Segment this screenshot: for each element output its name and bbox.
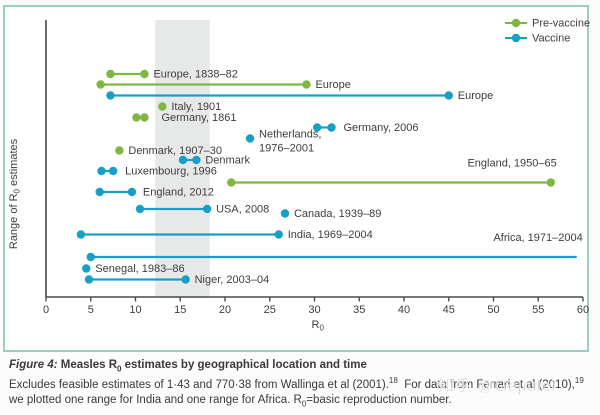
- data-point: [327, 123, 336, 132]
- data-point: [108, 166, 118, 176]
- figure-panel-border: [3, 5, 589, 352]
- legend-marker-dot: [511, 33, 521, 43]
- data-point: [132, 113, 141, 122]
- y-axis-label: Range of R0 estimates: [8, 138, 22, 249]
- x-tick-label: 40: [398, 304, 410, 316]
- figure-caption: Figure 4: Measles R0 estimates by geogra…: [9, 358, 591, 410]
- data-point: [546, 178, 555, 187]
- x-tick-label: 30: [308, 304, 320, 316]
- x-tick-label: 15: [174, 304, 186, 316]
- legend-label-pre: Pre-vaccine: [532, 18, 590, 30]
- x-tick-label: 45: [443, 304, 455, 316]
- series-label: Italy, 1901: [171, 101, 221, 113]
- series-label: Europe: [458, 90, 493, 102]
- series-label: Europe, 1838–82: [153, 69, 237, 81]
- data-point: [140, 113, 149, 122]
- data-point: [96, 80, 105, 89]
- data-point: [302, 80, 311, 89]
- series-label: Denmark, 1907–30: [128, 145, 222, 157]
- legend-label-vac: Vaccine: [532, 33, 570, 45]
- data-point: [192, 155, 201, 165]
- data-point: [127, 187, 137, 197]
- x-tick-label: 25: [264, 304, 276, 316]
- figure-caption-title: Figure 4: Measles R0 estimates by geogra…: [9, 359, 367, 374]
- data-point: [245, 134, 255, 143]
- data-point: [444, 91, 453, 100]
- x-tick-label: 55: [532, 304, 544, 316]
- x-tick-label: 60: [577, 304, 589, 316]
- series-label: Africa, 1971–2004: [493, 232, 582, 244]
- data-point: [312, 123, 322, 132]
- data-point: [140, 69, 149, 79]
- series-label: Senegal, 1983–86: [95, 263, 184, 275]
- x-tick-label: 50: [487, 304, 499, 316]
- series-label: Germany, 2006: [344, 122, 419, 134]
- data-point: [158, 102, 167, 111]
- series-label: USA, 2008: [216, 204, 269, 216]
- data-point: [97, 166, 106, 176]
- series-label: Niger, 2003–04: [195, 274, 270, 286]
- data-point: [178, 155, 188, 165]
- data-point: [280, 209, 290, 218]
- data-point: [106, 69, 115, 79]
- figure-number: Figure 4:: [9, 359, 58, 371]
- legend-marker-dot: [511, 18, 521, 28]
- series-label: Canada, 1939–89: [294, 208, 381, 220]
- series-label: England, 1950–65: [467, 158, 556, 170]
- x-tick-label: 35: [353, 304, 365, 316]
- data-point: [202, 204, 212, 214]
- dot-range-chart: 0 5 10 15 20 25 30 35 40 45 50 55 60 R0 Range of R0 es…: [8, 18, 590, 333]
- data-point: [274, 230, 283, 239]
- data-point: [86, 252, 95, 262]
- data-point: [181, 275, 190, 284]
- x-tick-label: 10: [129, 304, 141, 316]
- series-label: Europe: [315, 79, 350, 91]
- data-point: [106, 91, 115, 100]
- series-label: Luxembourg, 1996: [125, 166, 217, 178]
- series-label: Denmark: [205, 155, 250, 167]
- x-tick-label: 5: [88, 304, 94, 316]
- x-tick-label: 20: [219, 304, 231, 316]
- data-point: [95, 187, 104, 197]
- series-label: England, 2012: [143, 187, 214, 199]
- data-point: [84, 275, 94, 284]
- series-label: 1976–2001: [259, 143, 314, 155]
- series-label: Germany, 1861: [161, 112, 236, 124]
- data-point: [135, 204, 145, 214]
- x-axis-label: R0: [312, 319, 325, 333]
- data-point: [227, 178, 236, 187]
- figure-caption-body: Excludes feasible estimates of 1·43 and …: [9, 375, 584, 409]
- data-point: [82, 264, 91, 273]
- data-point: [115, 146, 124, 155]
- series-label: India, 1969–2004: [288, 229, 373, 241]
- x-tick-label: 0: [43, 304, 49, 316]
- series-label: Netherlands,: [259, 129, 321, 141]
- data-point: [76, 230, 86, 239]
